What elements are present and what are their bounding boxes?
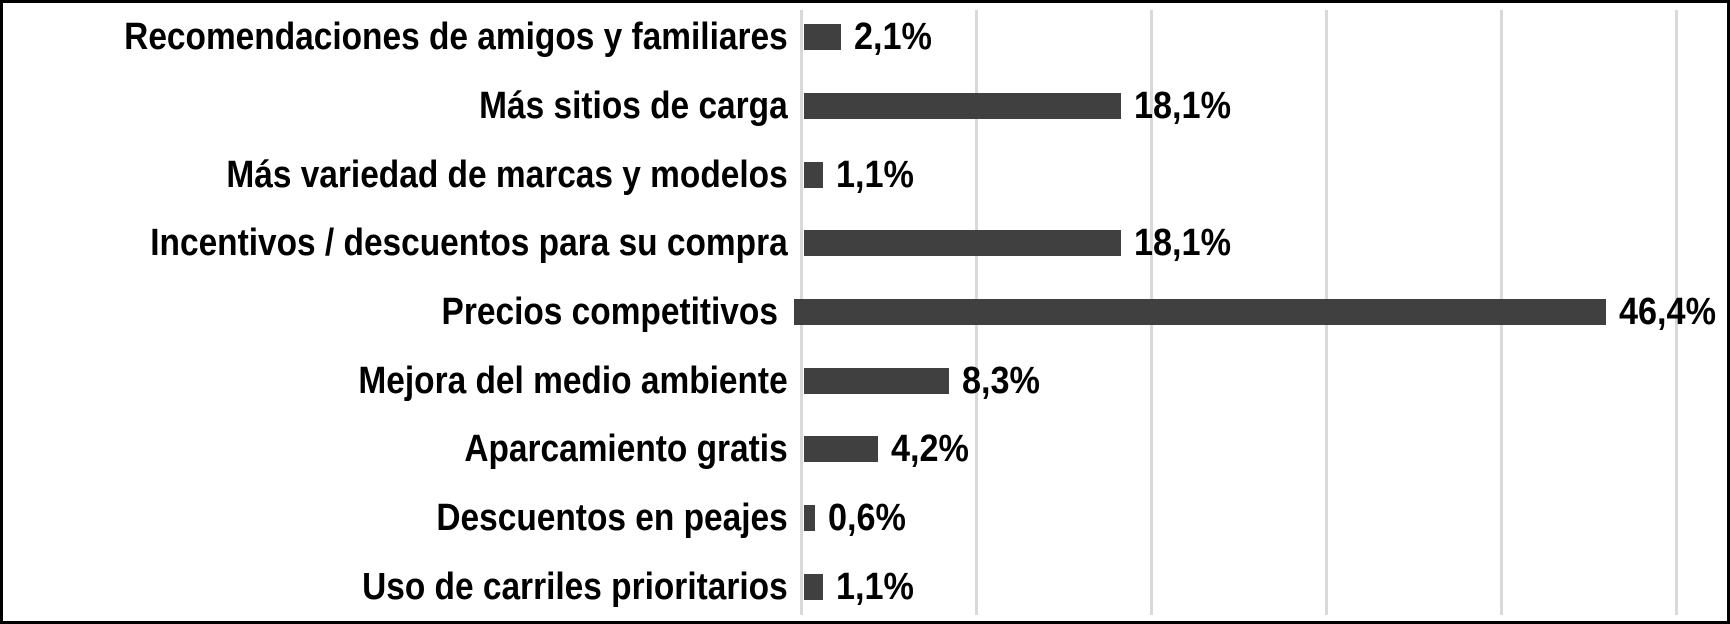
bar-track: 0,6% bbox=[800, 484, 1727, 553]
chart-row: Uso de carriles prioritarios 1,1% bbox=[3, 552, 1727, 621]
value-label: 18,1% bbox=[1133, 85, 1231, 127]
category-label: Incentivos / descuentos para su compra bbox=[150, 222, 788, 265]
category-label: Uso de carriles prioritarios bbox=[362, 565, 788, 608]
bar bbox=[804, 93, 1121, 119]
value-label: 4,2% bbox=[890, 428, 969, 471]
category-label: Descuentos en peajes bbox=[436, 497, 788, 540]
bar-track: 1,1% bbox=[800, 552, 1727, 621]
value-label: 2,1% bbox=[853, 16, 932, 59]
category-label: Recomendaciones de amigos y familiares bbox=[124, 16, 788, 59]
category-label: Precios competitivos bbox=[441, 291, 778, 334]
bar-track: 8,3% bbox=[800, 346, 1727, 415]
value-label: 46,4% bbox=[1619, 291, 1717, 334]
value-label: 8,3% bbox=[962, 359, 1041, 402]
chart-row: Precios competitivos 46,4% bbox=[3, 278, 1727, 347]
value-label: 18,1% bbox=[1133, 222, 1231, 265]
chart-row: Más sitios de carga 18,1% bbox=[3, 72, 1727, 141]
bar bbox=[804, 230, 1121, 257]
gridline bbox=[1675, 10, 1678, 615]
bar-track: 18,1% bbox=[800, 72, 1727, 141]
bar-track: 18,1% bbox=[800, 209, 1727, 278]
bar bbox=[804, 24, 841, 51]
category-label: Más variedad de marcas y modelos bbox=[226, 153, 788, 196]
bar bbox=[804, 505, 815, 532]
chart-row: Más variedad de marcas y modelos 1,1% bbox=[3, 140, 1727, 209]
chart-row: Aparcamiento gratis 4,2% bbox=[3, 415, 1727, 484]
chart-row: Mejora del medio ambiente 8,3% bbox=[3, 346, 1727, 415]
chart-row: Descuentos en peajes 0,6% bbox=[3, 484, 1727, 553]
bar bbox=[804, 436, 878, 463]
bar bbox=[794, 299, 1607, 326]
value-label: 1,1% bbox=[836, 565, 915, 608]
bar bbox=[804, 573, 824, 600]
bar bbox=[804, 367, 950, 394]
chart-rows: Recomendaciones de amigos y familiares 2,… bbox=[3, 3, 1727, 621]
chart-row: Incentivos / descuentos para su compra 18… bbox=[3, 209, 1727, 278]
category-label: Más sitios de carga bbox=[479, 85, 788, 127]
value-label: 1,1% bbox=[836, 153, 915, 196]
bar-track: 1,1% bbox=[800, 140, 1727, 209]
bar-track: 46,4% bbox=[790, 278, 1727, 347]
bar-track: 4,2% bbox=[800, 415, 1727, 484]
bar-track: 2,1% bbox=[800, 3, 1727, 72]
value-label: 0,6% bbox=[827, 497, 906, 540]
chart-row: Recomendaciones de amigos y familiares 2,… bbox=[3, 3, 1727, 72]
category-label: Aparcamiento gratis bbox=[464, 428, 788, 471]
bar bbox=[804, 161, 824, 188]
category-label: Mejora del medio ambiente bbox=[358, 359, 788, 402]
